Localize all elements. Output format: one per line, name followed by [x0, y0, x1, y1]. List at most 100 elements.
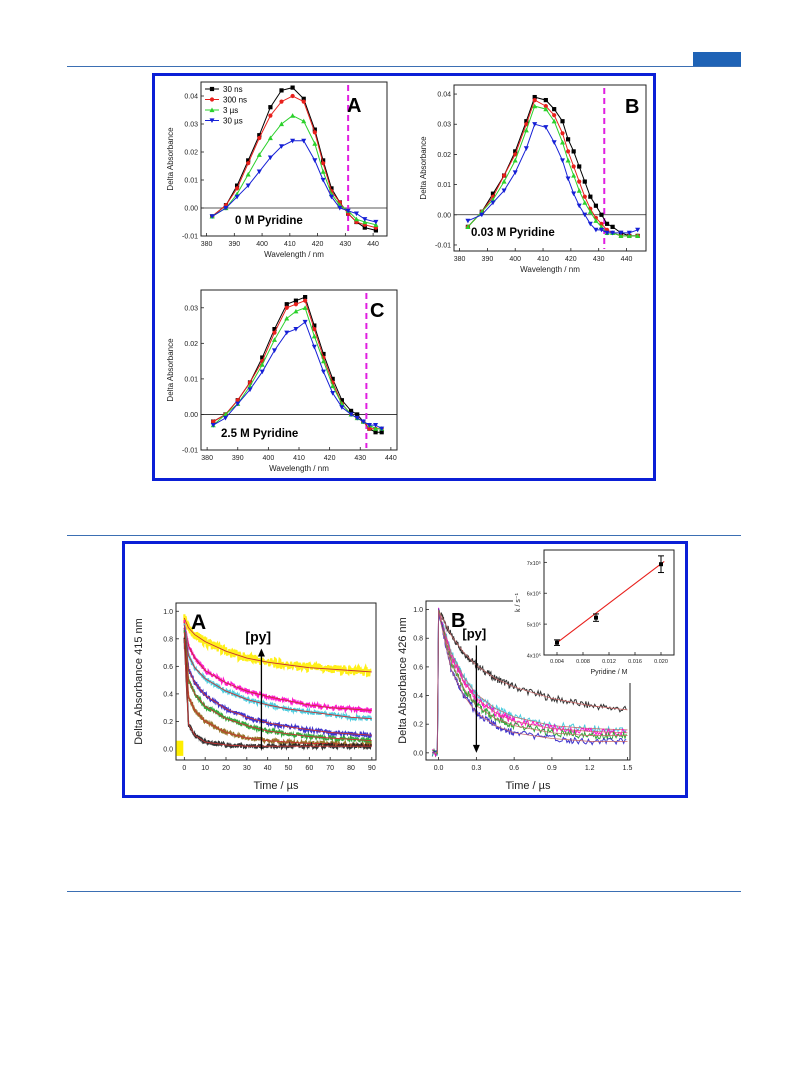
y-tick-label: 0.04: [437, 92, 451, 99]
data-point: [259, 369, 265, 375]
inset-background: [513, 546, 681, 683]
data-point: [245, 171, 251, 177]
y-tick-label: 0.6: [163, 664, 173, 671]
rate-constant-inset: 0.004 0.008 0.012 0.016 0.020 4x10⁵ 5x10⁵ 6x10⁵…: [513, 546, 681, 683]
linear-fit-line: [554, 560, 665, 645]
data-point: [354, 415, 360, 421]
plot-frame: [200, 81, 388, 237]
data-point: [501, 173, 507, 178]
data-point: [560, 131, 565, 136]
data-point: [246, 158, 251, 163]
y-tick-label: 0.2: [413, 722, 423, 729]
y-tick-label: 0.02: [184, 150, 198, 157]
data-point: [588, 194, 593, 199]
y-axis-label: k / s⁻¹: [515, 592, 522, 612]
series-line-1: [467, 99, 638, 237]
trace-6: [183, 637, 373, 752]
data-point: [373, 222, 379, 227]
data-point: [512, 157, 518, 163]
fit-4: [432, 609, 628, 754]
legend-label: 30 ns: [223, 85, 243, 94]
x-axis-label: Wavelength / nm: [520, 265, 580, 274]
data-point: [565, 176, 571, 182]
data-point: [320, 177, 326, 183]
data-point: [330, 376, 335, 381]
x-tick-label: 400: [509, 256, 521, 263]
data-point: [284, 302, 289, 307]
x-tick-label: 0.020: [654, 659, 668, 665]
y-tick-label: 1.0: [413, 607, 423, 614]
data-point: [272, 327, 277, 332]
data-point: [543, 125, 549, 130]
data-point: [598, 227, 604, 233]
x-tick-label: 440: [621, 256, 633, 263]
data-point: [209, 214, 215, 219]
y-tick-label: 5x10⁵: [527, 622, 541, 629]
data-point: [532, 122, 538, 127]
data-point: [222, 415, 229, 421]
data-point: [272, 330, 277, 335]
y-tick-label: 4x10⁵: [527, 653, 541, 660]
x-tick-label: 1.2: [585, 765, 595, 772]
fit-6: [183, 638, 372, 747]
spectrum-panel-b: 380 390 400 410 420 430 440 -0.01 0.00 0.01 0.02 0.…: [419, 84, 647, 274]
data-point: [267, 155, 273, 161]
y-axis-label: Delta Absorbance: [419, 136, 428, 200]
data-point: [348, 408, 354, 413]
data-point: [594, 615, 598, 620]
kinetics-panel-a: 0 10 20 30 40 50 60 70 80 90 0.0 0.2 0.4 0.6 0.8 1.0 Tim…: [133, 602, 377, 792]
data-point: [513, 152, 518, 157]
y-tick-label: -0.01: [182, 234, 198, 241]
x-tick-label: 390: [228, 241, 240, 248]
data-point: [551, 118, 557, 124]
plot-frame: [453, 84, 647, 252]
y-tick-label: 0.0: [163, 746, 173, 753]
x-tick-label: 20: [222, 765, 230, 772]
data-point: [523, 146, 529, 151]
fit-2: [183, 624, 372, 720]
data-point: [256, 152, 262, 157]
data-point: [271, 337, 278, 342]
data-point: [501, 179, 507, 184]
x-tick-label: 0.0: [434, 765, 444, 772]
data-point: [659, 562, 663, 567]
data-point: [312, 130, 317, 135]
legend-label: 3 µs: [223, 106, 238, 115]
data-point: [303, 298, 308, 303]
data-point: [599, 221, 604, 226]
data-point: [290, 138, 296, 144]
data-point: [284, 305, 289, 310]
x-tick-label: 420: [324, 455, 336, 462]
data-point: [577, 179, 582, 184]
x-tick-label: 80: [347, 765, 355, 772]
y-tick-label: -0.01: [182, 448, 198, 455]
fit-4: [183, 631, 372, 742]
data-point: [355, 412, 360, 417]
data-point: [267, 135, 273, 141]
data-point: [284, 315, 290, 321]
data-point: [337, 205, 343, 211]
data-point: [379, 430, 384, 435]
data-point: [247, 387, 253, 393]
data-point: [234, 183, 240, 188]
data-point: [284, 330, 290, 336]
y-tick-label: 6x10⁵: [527, 591, 541, 598]
data-point: [235, 401, 241, 407]
x-tick-label: 380: [454, 256, 466, 263]
data-point: [593, 203, 599, 208]
x-tick-label: 0.9: [547, 765, 557, 772]
x-tick-label: 1.5: [623, 765, 633, 772]
data-point: [257, 135, 262, 141]
data-point: [626, 230, 632, 236]
x-axis-label: Wavelength / nm: [269, 464, 329, 473]
y-tick-label: 0.04: [184, 94, 198, 101]
x-tick-label: 380: [201, 241, 213, 248]
y-tick-label: 0.03: [437, 122, 451, 129]
data-point: [312, 323, 317, 328]
data-point: [256, 169, 262, 175]
data-point: [290, 113, 296, 118]
x-tick-label: 0.3: [472, 765, 482, 772]
series-line-2: [467, 105, 638, 237]
data-point: [302, 305, 308, 310]
arrow-annotation: [py]: [462, 626, 486, 641]
